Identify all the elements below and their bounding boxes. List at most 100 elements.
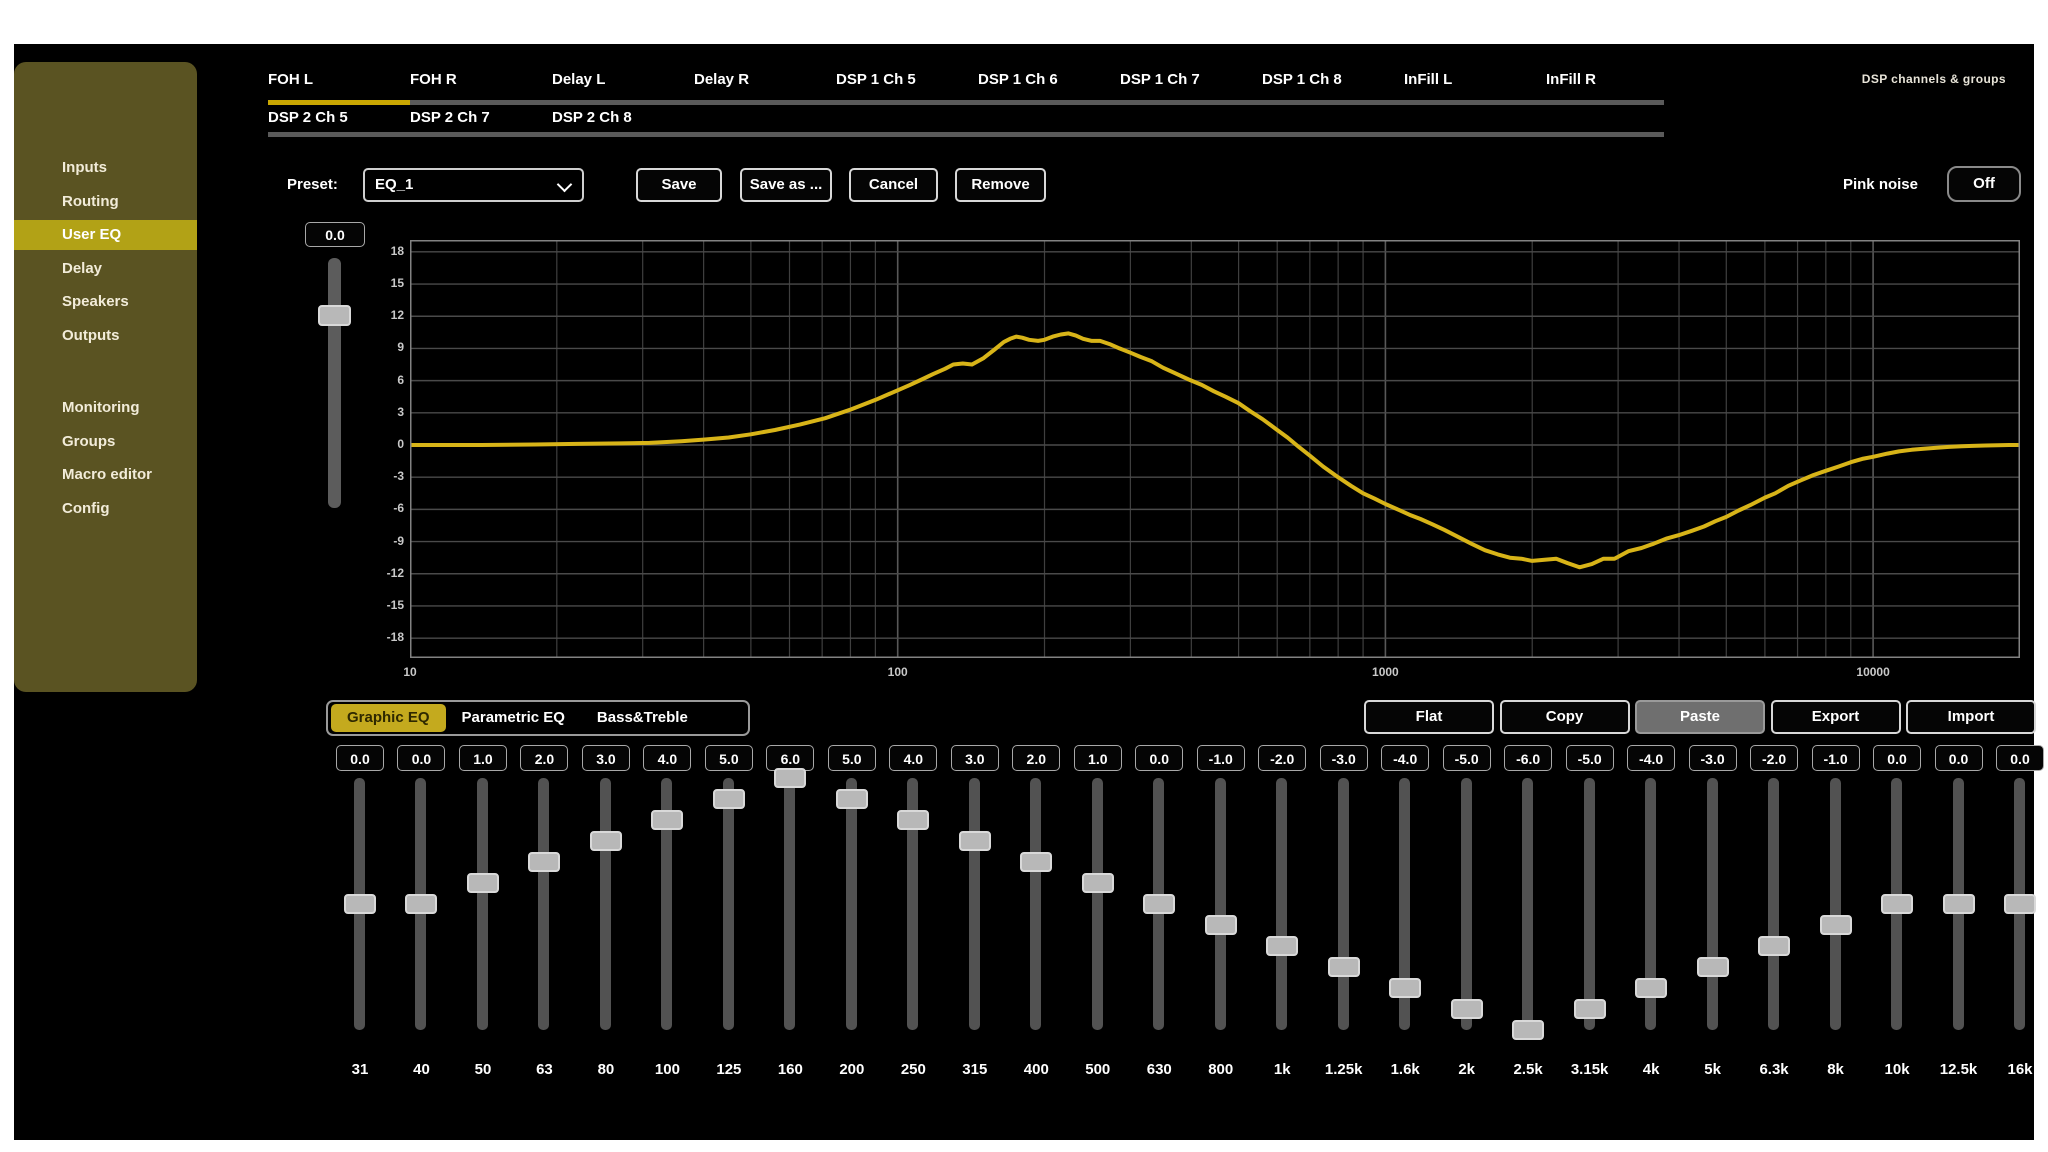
eq-slider-track[interactable] [1829, 778, 1841, 1030]
sidebar-item-monitoring[interactable]: Monitoring [62, 399, 140, 416]
eq-slider-track[interactable] [1768, 778, 1780, 1030]
eq-band-value[interactable]: 3.0 [581, 745, 630, 771]
eq-slider-handle[interactable] [1758, 936, 1791, 956]
eq-slider-handle[interactable] [1696, 957, 1729, 977]
sidebar-item-macro-editor[interactable]: Macro editor [62, 466, 153, 483]
tab-infill-l[interactable]: InFill L [1404, 71, 1453, 88]
eq-band-value[interactable]: 2.0 [520, 745, 569, 771]
tab-delay-l[interactable]: Delay L [552, 71, 606, 88]
eq-band-value[interactable]: 3.0 [950, 745, 999, 771]
flat-button[interactable]: Flat [1364, 700, 1494, 734]
eq-band-value[interactable]: 1.0 [1073, 745, 1122, 771]
eq-mode-tab-bass-treble[interactable]: Bass&Treble [596, 709, 688, 726]
eq-slider-track[interactable] [538, 778, 550, 1030]
eq-slider-track[interactable] [1337, 778, 1349, 1030]
eq-band-value[interactable]: -4.0 [1381, 745, 1430, 771]
eq-slider-track[interactable] [1460, 778, 1472, 1030]
eq-slider-handle[interactable] [1450, 999, 1483, 1019]
eq-band-value[interactable]: 0.0 [1996, 745, 2044, 771]
eq-band-value[interactable]: 5.0 [827, 745, 876, 771]
eq-mode-tab-parametric-eq[interactable]: Parametric EQ [461, 709, 565, 726]
eq-slider-handle[interactable] [835, 789, 868, 809]
eq-slider-handle[interactable] [1819, 915, 1852, 935]
eq-slider-handle[interactable] [897, 810, 930, 830]
eq-slider-track[interactable] [1214, 778, 1226, 1030]
eq-slider-handle[interactable] [1573, 999, 1606, 1019]
eq-band-value[interactable]: 5.0 [704, 745, 753, 771]
eq-band-value[interactable]: -3.0 [1688, 745, 1737, 771]
sidebar-item-inputs[interactable]: Inputs [62, 159, 107, 176]
eq-slider-handle[interactable] [1081, 873, 1114, 893]
eq-band-value[interactable]: -3.0 [1319, 745, 1368, 771]
eq-slider-handle[interactable] [1327, 957, 1360, 977]
eq-slider-handle[interactable] [466, 873, 499, 893]
eq-slider-track[interactable] [968, 778, 980, 1030]
eq-slider-handle[interactable] [344, 894, 376, 914]
tab-foh-l[interactable]: FOH L [268, 71, 313, 88]
eq-slider-track[interactable] [1583, 778, 1595, 1030]
eq-band-value[interactable]: 0.0 [1873, 745, 1922, 771]
eq-band-value[interactable]: -2.0 [1750, 745, 1799, 771]
eq-slider-track[interactable] [1399, 778, 1411, 1030]
eq-slider-track[interactable] [784, 778, 796, 1030]
eq-band-value[interactable]: 0.0 [1135, 745, 1184, 771]
eq-slider-handle[interactable] [1204, 915, 1237, 935]
eq-slider-handle[interactable] [712, 789, 745, 809]
eq-slider-handle[interactable] [1512, 1020, 1545, 1040]
sidebar-item-config[interactable]: Config [62, 499, 110, 517]
eq-slider-handle[interactable] [1266, 936, 1299, 956]
sidebar-item-delay[interactable]: Delay [62, 259, 103, 277]
eq-slider-track[interactable] [907, 778, 919, 1030]
import-button[interactable]: Import [1906, 700, 2036, 734]
eq-mode-tab-graphic-eq[interactable]: Graphic EQ [331, 704, 446, 732]
eq-band-value[interactable]: -1.0 [1196, 745, 1245, 771]
eq-band-value[interactable]: 0.0 [336, 745, 384, 771]
eq-slider-handle[interactable] [651, 810, 684, 830]
master-fader-value[interactable]: 0.0 [305, 222, 365, 247]
sidebar-item-routing[interactable]: Routing [62, 192, 119, 210]
export-button[interactable]: Export [1770, 700, 1901, 734]
eq-band-value[interactable]: 4.0 [643, 745, 692, 771]
eq-band-value[interactable]: 4.0 [889, 745, 938, 771]
eq-slider-track[interactable] [1030, 778, 1042, 1030]
eq-slider-handle[interactable] [1020, 852, 1053, 872]
eq-slider-track[interactable] [476, 778, 488, 1030]
eq-band-value[interactable]: -5.0 [1565, 745, 1614, 771]
eq-slider-track[interactable] [661, 778, 673, 1030]
eq-band-value[interactable]: -2.0 [1258, 745, 1307, 771]
eq-slider-handle[interactable] [589, 831, 622, 851]
eq-slider-handle[interactable] [528, 852, 561, 872]
sidebar-item-groups[interactable]: Groups [62, 432, 116, 450]
sidebar-item-outputs[interactable]: Outputs [62, 326, 120, 344]
eq-band-value[interactable]: 6.0 [766, 745, 815, 771]
tab-dsp-2-ch-7[interactable]: DSP 2 Ch 7 [410, 109, 490, 126]
eq-slider-handle[interactable] [774, 768, 807, 788]
eq-slider-handle[interactable] [958, 831, 991, 851]
save-button[interactable]: Save [636, 168, 722, 202]
eq-slider-handle[interactable] [1635, 978, 1668, 998]
tab-dsp-1-ch-5[interactable]: DSP 1 Ch 5 [836, 71, 916, 88]
tab-dsp-1-ch-6[interactable]: DSP 1 Ch 6 [978, 71, 1058, 88]
master-fader-handle[interactable] [318, 305, 351, 326]
tab-dsp-2-ch-5[interactable]: DSP 2 Ch 5 [268, 109, 348, 126]
eq-slider-track[interactable] [1706, 778, 1718, 1030]
tab-infill-r[interactable]: InFill R [1546, 71, 1596, 88]
eq-band-value[interactable]: -5.0 [1442, 745, 1491, 771]
eq-slider-handle[interactable] [1942, 894, 1975, 914]
eq-slider-track[interactable] [1645, 778, 1657, 1030]
tab-foh-r[interactable]: FOH R [410, 71, 457, 88]
eq-slider-track[interactable] [1091, 778, 1103, 1030]
eq-slider-handle[interactable] [405, 894, 438, 914]
eq-band-value[interactable]: 1.0 [458, 745, 507, 771]
eq-band-value[interactable]: -6.0 [1504, 745, 1553, 771]
preset-select[interactable]: EQ_1 [363, 168, 584, 202]
eq-slider-track[interactable] [599, 778, 611, 1030]
cancel-button[interactable]: Cancel [849, 168, 938, 202]
tab-delay-r[interactable]: Delay R [694, 71, 750, 88]
eq-slider-track[interactable] [845, 778, 857, 1030]
eq-band-value[interactable]: 0.0 [1934, 745, 1983, 771]
sidebar-item-speakers[interactable]: Speakers [62, 293, 129, 310]
tab-dsp-1-ch-7[interactable]: DSP 1 Ch 7 [1120, 71, 1200, 88]
copy-button[interactable]: Copy [1499, 700, 1630, 734]
eq-band-value[interactable]: 2.0 [1012, 745, 1061, 771]
